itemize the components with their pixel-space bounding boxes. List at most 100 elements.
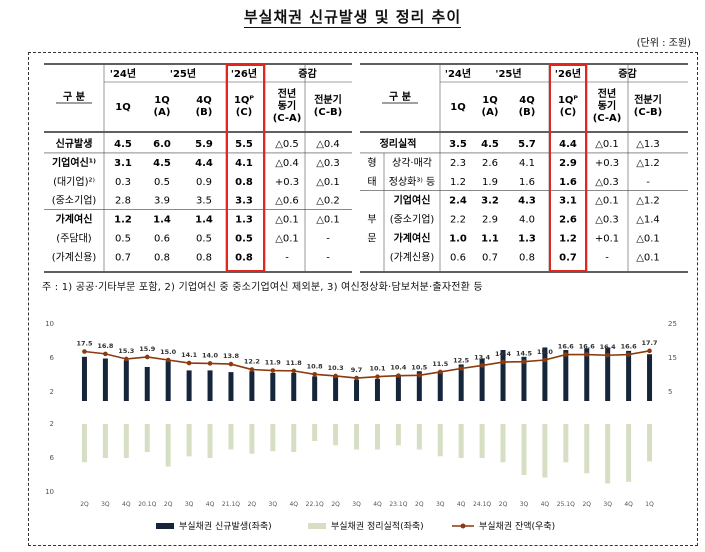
bar-new [228, 372, 234, 401]
left-table-row-label: (가계신용) [52, 251, 97, 263]
legend-balance: 부실채권 잔액(우축) [452, 519, 555, 532]
left-table-corner: 구 분 [63, 91, 85, 103]
right-table-cell: 1.9 [482, 177, 498, 188]
left-table-row-label: 기업여신¹⁾ [52, 156, 96, 169]
left-table-quarter-head: 4Q [196, 95, 211, 106]
bar-resolved [479, 424, 485, 458]
bar-new [605, 347, 611, 401]
bar-resolved [521, 424, 527, 475]
right-axis-tick: 15 [668, 354, 677, 362]
x-axis-tick: 2Q [331, 501, 340, 508]
legend-new: 부실채권 신규발생(좌축) [156, 519, 272, 532]
right-table-cell: △1.4 [636, 215, 660, 226]
content-frame [28, 52, 698, 546]
right-table-cell: △0.3 [595, 215, 619, 226]
left-table-cell: △0.2 [316, 196, 340, 207]
x-axis-tick: 3Q [269, 501, 278, 508]
right-table-quarter-head: 1Qᴾ [558, 95, 578, 106]
x-axis-tick: 3Q [436, 501, 445, 508]
left-table-cells: 구 분'24년 '25년 '26년 증감1Q1Q(A)4Q(B)1Qᴾ(C)전년동기(… [44, 63, 352, 273]
balance-point [165, 357, 171, 363]
left-table-cell: 0.3 [115, 177, 131, 188]
right-table-quarter-head: 전분기 [634, 93, 662, 106]
x-axis-tick: 4Q [541, 501, 550, 508]
left-axis-tick: 2 [50, 388, 54, 396]
left-table-quarter-head: 1Qᴾ [234, 95, 254, 106]
balance-label: 11.9 [265, 359, 282, 367]
left-table-row-label: (주담대) [56, 233, 92, 245]
right-axis-tick: 25 [668, 320, 677, 328]
balance-point [103, 351, 108, 357]
x-axis-tick: 2Q [80, 501, 89, 508]
left-table-cell: 1.3 [235, 215, 253, 226]
x-axis-tick: 4Q [457, 501, 466, 508]
right-table-year: '25년 [495, 67, 521, 80]
balance-label: 16.6 [558, 343, 575, 351]
balance-point [521, 359, 527, 364]
bar-resolved [647, 424, 653, 462]
left-table-cell: 0.8 [196, 252, 212, 263]
footnote: 주 : 1) 공공·기타부문 포함, 2) 기업여신 중 중소기업여신 제외분,… [42, 282, 483, 293]
left-table-cell: +0.3 [275, 177, 299, 188]
balance-point [270, 368, 276, 373]
x-axis-tick: 24.1Q [473, 501, 491, 508]
x-axis-tick: 4Q [289, 501, 298, 508]
balance-point [563, 352, 569, 357]
left-table-year: '25년 [170, 67, 196, 80]
legend-label-balance: 부실채권 잔액(우축) [479, 522, 556, 532]
legend-swatch-balance [452, 523, 474, 528]
balance-point [291, 368, 297, 374]
left-table-cell: 3.1 [114, 158, 132, 169]
right-table-cell: 1.3 [518, 234, 536, 245]
x-axis-tick: 21.1Q [222, 501, 240, 508]
balance-label: 14.5 [516, 350, 533, 358]
balance-label: 17.5 [76, 340, 93, 348]
left-table-quarter-head: (A) [154, 107, 171, 118]
right-table-row-label: 상각·매각 [392, 157, 432, 169]
bar-new [500, 350, 506, 401]
left-table-cell: 0.5 [235, 234, 253, 245]
bar-resolved [144, 424, 150, 453]
bar-new [521, 356, 527, 401]
x-axis-tick: 4Q [373, 501, 382, 508]
left-table-year: '24년 [110, 67, 136, 80]
right-table-cell: △0.1 [595, 196, 619, 207]
x-axis-tick: 2Q [415, 501, 424, 508]
balance-point [354, 375, 359, 381]
right-table-group-label: 부 [367, 215, 376, 226]
x-axis-tick: 4Q [624, 501, 633, 508]
bar-resolved [500, 424, 506, 463]
right-table-cell: 3.2 [481, 196, 499, 207]
left-axis-tick: 6 [50, 354, 55, 362]
left-table-quarter-head: 1Q [154, 95, 169, 106]
left-table-cell: 3.5 [196, 196, 212, 207]
left-table-year: 증감 [298, 68, 317, 80]
right-table-cell: - [646, 177, 650, 188]
left-table-quarter-head: (C) [236, 107, 252, 118]
left-axis-tick: 2 [50, 420, 54, 428]
bar-new [437, 371, 443, 401]
bar-resolved [437, 424, 443, 457]
bar-resolved [458, 424, 464, 458]
left-table-cell: 0.8 [235, 252, 253, 263]
balance-label: 14.1 [181, 351, 198, 359]
bar-new [123, 360, 129, 401]
right-table-cell: 5.7 [518, 139, 536, 150]
right-table-cell: 2.9 [482, 215, 498, 226]
balance-label: 15.9 [139, 345, 156, 353]
right-table-cell: 2.9 [559, 158, 577, 169]
bar-resolved [333, 424, 339, 446]
right-table-cell: △1.2 [636, 196, 660, 207]
balance-point [479, 363, 485, 368]
bar-resolved [123, 424, 129, 458]
left-table-cell: △0.5 [275, 139, 299, 150]
balance-point [584, 352, 590, 357]
bar-new [207, 370, 213, 401]
right-table-quarter-head: (C) [560, 107, 576, 118]
balance-label: 9.7 [351, 366, 363, 374]
right-table-quarter-head: (B) [519, 107, 536, 118]
balance-point [626, 352, 631, 357]
left-axis-tick: 6 [50, 454, 55, 462]
right-table-cell: 4.4 [559, 139, 577, 150]
bar-resolved [542, 424, 548, 478]
